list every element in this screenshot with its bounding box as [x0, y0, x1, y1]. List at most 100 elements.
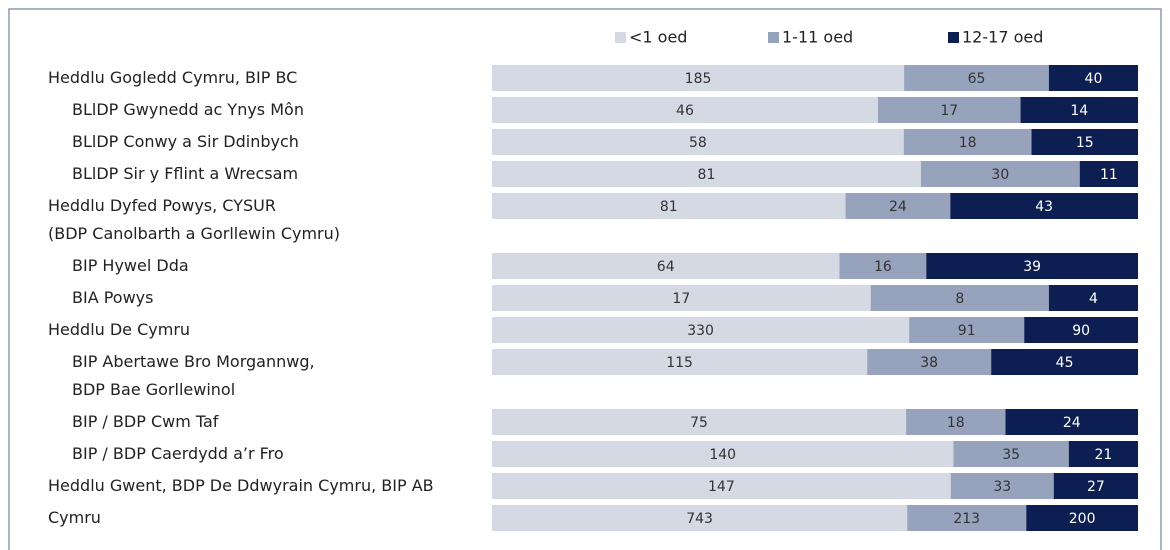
bar-segment — [839, 253, 927, 279]
bar-segment — [907, 505, 1027, 531]
bar-segment — [950, 473, 1054, 499]
category-label: Heddlu Gogledd Cymru, BIP BC — [48, 68, 298, 87]
bar-segment — [920, 161, 1080, 187]
bar-segment — [492, 409, 907, 435]
bar-segment — [877, 97, 1021, 123]
bar-segment — [1031, 129, 1138, 155]
bar-segment — [1068, 441, 1138, 467]
data-label: 200 — [1069, 511, 1096, 527]
data-label: 45 — [1056, 355, 1074, 371]
bar-segment — [492, 161, 921, 187]
category-label: BLlDP Conwy a Sir Ddinbych — [72, 132, 299, 151]
data-label: 18 — [959, 135, 977, 151]
data-label: 33 — [993, 479, 1011, 495]
data-label: 81 — [698, 167, 716, 183]
category-label: Heddlu De Cymru — [48, 320, 191, 339]
category-label: BIP Abertawe Bro Morgannwg, BDP Bae Gorl… — [72, 352, 315, 399]
bar-segment — [1048, 65, 1138, 91]
data-label: 213 — [953, 511, 980, 527]
bar-segment — [845, 193, 951, 219]
data-label: 11 — [1100, 167, 1118, 183]
data-label: 140 — [709, 447, 736, 463]
bar-segment — [492, 65, 905, 91]
legend-label: 1-11 oed — [782, 28, 853, 47]
data-label: 16 — [874, 259, 892, 275]
data-label: 39 — [1023, 259, 1041, 275]
bar-segment — [492, 97, 878, 123]
category-label: BLlDP Sir y Fflint a Wrecsam — [72, 164, 299, 183]
data-label: 75 — [690, 415, 708, 431]
data-label: 185 — [685, 71, 712, 87]
category-label: Heddlu Dyfed Powys, CYSUR (BDP Canolbart… — [48, 196, 340, 243]
bar-segment — [1024, 317, 1138, 343]
data-label: 38 — [920, 355, 938, 371]
data-label: 24 — [1063, 415, 1081, 431]
bar-segment — [492, 441, 954, 467]
data-label: 21 — [1094, 447, 1112, 463]
bar-segment — [926, 253, 1138, 279]
frame — [8, 8, 1162, 550]
bar-segment — [1005, 409, 1138, 435]
data-label: 147 — [708, 479, 735, 495]
bar-segment — [906, 409, 1006, 435]
data-label: 27 — [1087, 479, 1105, 495]
bar-segment — [492, 349, 868, 375]
category-label: BIA Powys — [72, 288, 154, 307]
category-label: BIP / BDP Caerdydd a’r Fro — [72, 444, 284, 463]
legend-swatch — [768, 32, 779, 43]
legend-label: <1 oed — [629, 28, 687, 47]
bar-segment — [492, 285, 871, 311]
data-label: 17 — [940, 103, 958, 119]
bar-segment — [950, 193, 1138, 219]
bar-segment — [1048, 285, 1138, 311]
bar-segment — [903, 129, 1032, 155]
data-label: 58 — [689, 135, 707, 151]
legend-label: 12-17 oed — [962, 28, 1043, 47]
data-label: 30 — [991, 167, 1009, 183]
data-label: 81 — [660, 199, 678, 215]
data-label: 18 — [947, 415, 965, 431]
data-label: 8 — [955, 291, 964, 307]
bar-segment — [867, 349, 992, 375]
data-label: 43 — [1035, 199, 1053, 215]
data-label: 46 — [676, 103, 694, 119]
bar-segment — [904, 65, 1049, 91]
bar-segment — [492, 129, 904, 155]
data-label: 743 — [686, 511, 713, 527]
data-label: 35 — [1002, 447, 1020, 463]
bar-segment — [991, 349, 1138, 375]
bar-segment — [870, 285, 1049, 311]
data-label: 64 — [657, 259, 675, 275]
bar-segment — [1053, 473, 1138, 499]
category-label: Heddlu Gwent, BDP De Ddwyrain Cymru, BIP… — [48, 476, 434, 495]
category-label: BLlDP Gwynedd ac Ynys Môn — [72, 100, 304, 119]
bar-segment — [909, 317, 1025, 343]
bar-segment — [1079, 161, 1138, 187]
bar-segment — [492, 253, 840, 279]
bar-segment — [1026, 505, 1138, 531]
data-label: 15 — [1076, 135, 1094, 151]
data-label: 90 — [1072, 323, 1090, 339]
bar-segment — [492, 193, 846, 219]
legend-swatch — [615, 32, 626, 43]
bar-segment — [492, 317, 910, 343]
bar-segment — [492, 473, 951, 499]
data-label: 14 — [1070, 103, 1088, 119]
category-label: Cymru — [48, 508, 101, 527]
data-label: 65 — [968, 71, 986, 87]
category-label: BIP Hywel Dda — [72, 256, 189, 275]
data-label: 40 — [1085, 71, 1103, 87]
data-label: 115 — [666, 355, 693, 371]
data-label: 330 — [687, 323, 714, 339]
bar-segment — [953, 441, 1069, 467]
data-label: 91 — [958, 323, 976, 339]
data-label: 24 — [889, 199, 907, 215]
category-label: BIP / BDP Cwm Taf — [72, 412, 219, 431]
data-label: 17 — [672, 291, 690, 307]
legend-swatch — [948, 32, 959, 43]
bar-segment — [1020, 97, 1138, 123]
bar-segment — [492, 505, 908, 531]
data-label: 4 — [1089, 291, 1098, 307]
